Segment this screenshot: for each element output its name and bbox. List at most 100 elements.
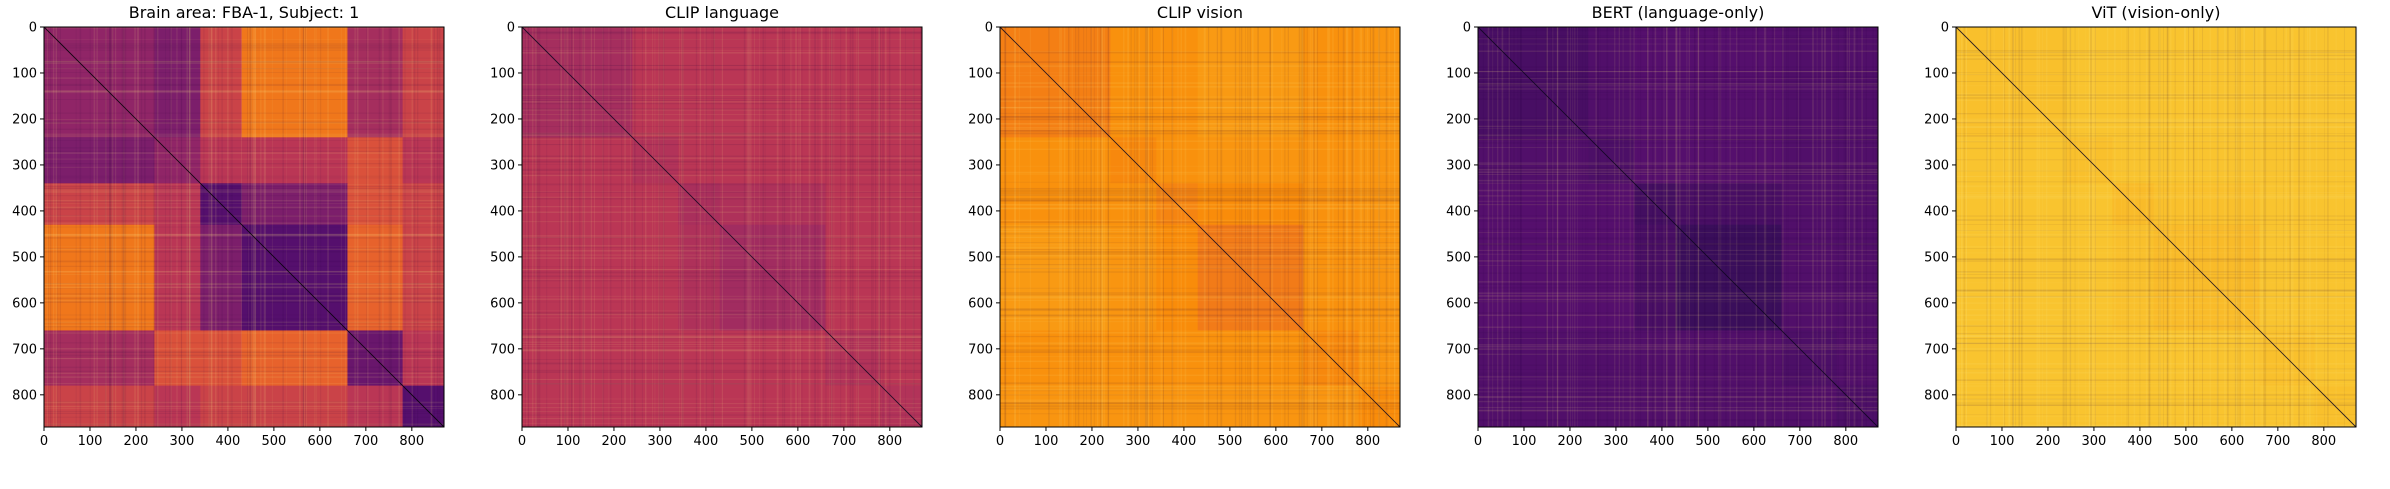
heatmap-stripe	[1654, 27, 1657, 427]
heatmap-stripe	[1000, 309, 1400, 312]
heatmap-stripe	[2063, 27, 2065, 427]
panel-title: CLIP vision	[1157, 3, 1243, 22]
heatmap-stripe	[713, 27, 715, 427]
heatmap-cell	[1110, 224, 1157, 331]
y-tick-label: 800	[1446, 388, 1471, 403]
heatmap-stripe	[880, 27, 881, 427]
x-tick-label: 600	[1263, 434, 1288, 449]
heatmap-stripe	[1647, 27, 1649, 427]
heatmap-cell	[522, 385, 633, 428]
heatmap-stripe	[522, 310, 922, 312]
heatmap-stripe	[44, 410, 444, 412]
heatmap-stripe	[44, 220, 444, 222]
heatmap-stripe	[1000, 130, 1400, 132]
heatmap-cell	[1000, 224, 1111, 331]
x-tick-label: 400	[693, 434, 718, 449]
x-tick-label: 500	[739, 434, 764, 449]
heatmap-stripe	[1618, 27, 1620, 427]
heatmap-cell	[719, 385, 826, 428]
heatmap-stripe	[1004, 27, 1007, 427]
x-tick-label: 200	[124, 434, 149, 449]
heatmap-stripe	[522, 379, 922, 380]
heatmap-stripe	[1326, 27, 1329, 427]
heatmap-stripe	[2008, 27, 2011, 427]
heatmap-stripe	[1956, 289, 2356, 291]
heatmap-stripe	[44, 416, 444, 418]
heatmap-stripe	[44, 214, 444, 216]
heatmap-stripe	[2038, 27, 2041, 427]
heatmap-stripe	[1478, 379, 1878, 381]
heatmap-cell	[1197, 385, 1304, 428]
heatmap-stripe	[878, 27, 880, 427]
x-tick-label: 0	[1474, 434, 1482, 449]
heatmap-stripe	[1956, 362, 2356, 365]
heatmap-stripe	[271, 27, 273, 427]
heatmap-stripe	[912, 27, 914, 427]
heatmap-cells	[44, 27, 445, 428]
heatmap-cell	[2066, 224, 2113, 331]
heatmap-stripe	[1478, 374, 1878, 376]
heatmap-cell	[2314, 137, 2357, 184]
heatmap-stripe	[1000, 191, 1400, 193]
heatmap-stripe	[1956, 73, 2356, 75]
heatmap-stripe	[621, 27, 623, 427]
heatmap-stripe	[1478, 290, 1878, 292]
heatmap-stripe	[2166, 27, 2169, 427]
heatmap-stripe	[1342, 27, 1345, 427]
heatmap-stripe	[1478, 167, 1878, 169]
heatmap-stripe	[1478, 253, 1878, 255]
heatmap-stripe	[1956, 335, 2356, 338]
heatmap-stripe	[44, 366, 444, 369]
heatmap-stripe	[1000, 173, 1400, 175]
heatmap-stripe	[1281, 27, 1283, 427]
heatmap-cell	[2259, 27, 2316, 138]
heatmap-stripe	[522, 65, 922, 66]
heatmap-stripe	[248, 27, 250, 427]
heatmap-stripe	[44, 90, 444, 92]
heatmap-stripe	[1956, 404, 2356, 406]
heatmap-stripe	[105, 27, 107, 427]
heatmap-stripe	[1478, 83, 1878, 85]
heatmap-stripe	[186, 27, 189, 427]
heatmap-cell	[1358, 27, 1401, 138]
heatmap-cell	[1197, 27, 1304, 138]
heatmap-stripe	[1756, 27, 1759, 427]
heatmap-stripe	[1478, 164, 1878, 165]
heatmap-stripe	[1000, 75, 1400, 77]
heatmap-stripe	[522, 237, 922, 239]
heatmap-stripe	[522, 196, 922, 198]
heatmap-stripe	[2354, 27, 2357, 427]
heatmap-stripe	[1000, 148, 1400, 151]
heatmap-stripe	[1956, 277, 2356, 279]
heatmap-cell	[825, 27, 882, 138]
heatmap-stripe	[857, 27, 860, 427]
y-tick-label: 0	[1463, 21, 1471, 36]
y-tick-label: 300	[1446, 158, 1471, 173]
heatmap-stripe	[590, 27, 592, 427]
heatmap-stripe	[522, 237, 922, 239]
heatmap-stripe	[1614, 27, 1616, 427]
heatmap-stripe	[1478, 364, 1878, 366]
heatmap-stripe	[44, 332, 444, 334]
heatmap-stripe	[912, 27, 915, 427]
heatmap-stripe	[176, 27, 178, 427]
y-tick-label: 200	[1446, 112, 1471, 127]
heatmap-stripe	[1284, 27, 1286, 427]
heatmap-stripe	[2094, 27, 2096, 427]
heatmap-stripe	[44, 203, 444, 204]
heatmap-stripe	[1000, 253, 1400, 255]
heatmap-stripe	[2291, 27, 2294, 427]
heatmap-stripe	[1956, 258, 2356, 260]
y-tick-label: 100	[490, 66, 515, 81]
heatmap-stripe	[1478, 265, 1878, 266]
heatmap-stripe	[1000, 413, 1400, 415]
y-tick-label: 700	[12, 342, 37, 357]
heatmap-stripe	[882, 27, 884, 427]
heatmap-stripe	[1478, 173, 1878, 174]
heatmap-stripe	[254, 27, 257, 427]
heatmap-stripe	[1000, 314, 1400, 316]
heatmap-stripe	[1478, 139, 1878, 140]
heatmap-stripe	[203, 27, 205, 427]
heatmap-stripe	[1184, 27, 1187, 427]
heatmap-cell	[632, 385, 679, 428]
